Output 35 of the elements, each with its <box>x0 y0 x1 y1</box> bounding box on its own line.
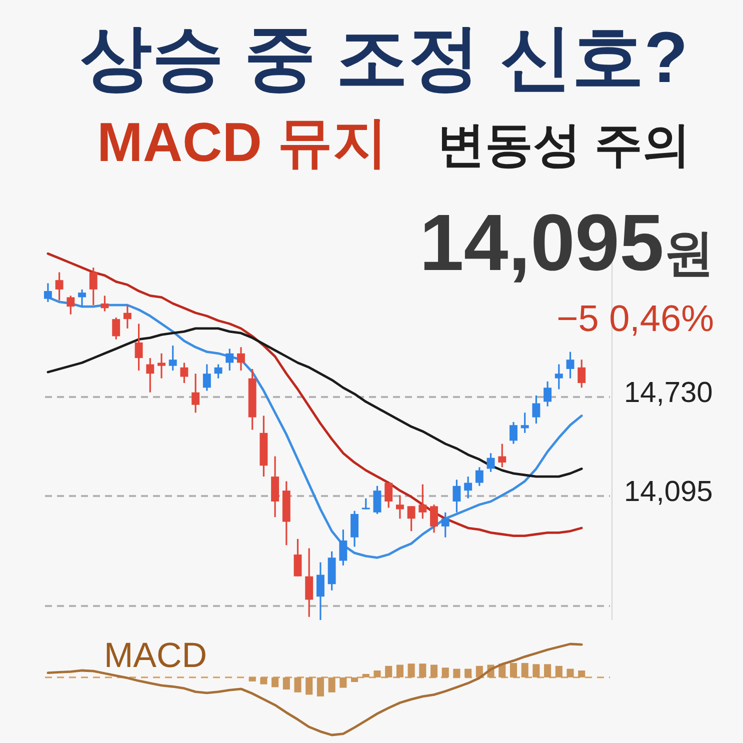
y-tick-label: 14,730 <box>624 377 713 410</box>
bar <box>532 664 540 678</box>
bar <box>578 670 586 678</box>
bar <box>385 666 392 678</box>
bar <box>316 677 324 696</box>
bar <box>430 664 438 678</box>
text: 변동성 주의 <box>437 119 690 172</box>
bar <box>521 663 528 678</box>
bar <box>442 668 449 678</box>
y-tick-label: 14,095 <box>624 476 713 508</box>
bar <box>464 668 472 678</box>
bar <box>294 677 302 692</box>
chart-title: 상승 중 조정 신호? <box>80 18 688 98</box>
bar <box>419 664 426 678</box>
bar <box>351 677 358 682</box>
bar <box>555 666 562 678</box>
bar <box>408 664 415 678</box>
bar <box>362 674 370 678</box>
bar <box>282 677 290 690</box>
bar <box>260 677 268 684</box>
bar <box>328 677 336 692</box>
chart-subtitle: MACD 뮤지 <box>97 111 388 173</box>
bar <box>340 677 347 688</box>
bar <box>306 677 313 695</box>
bar <box>396 664 404 678</box>
bar <box>510 663 518 678</box>
bar <box>566 668 574 678</box>
bar <box>272 677 279 688</box>
bar <box>544 664 552 678</box>
annotation: 14,095원 <box>419 198 714 287</box>
annotation: MACD <box>104 636 208 675</box>
bar <box>248 677 256 682</box>
bar <box>453 668 460 678</box>
annotation: −5 0,46% <box>556 298 714 339</box>
bar <box>374 670 381 678</box>
